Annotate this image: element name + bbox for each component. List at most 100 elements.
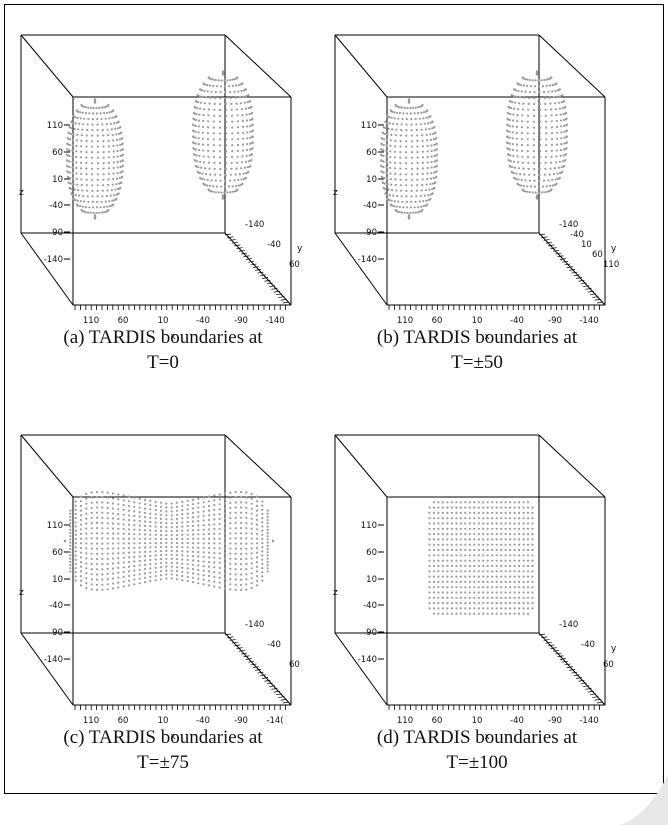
box-edge [224, 232, 292, 306]
data-point [199, 160, 202, 163]
data-point [208, 102, 211, 105]
data-point [111, 497, 115, 500]
data-point [78, 194, 81, 197]
data-point [239, 527, 243, 530]
data-point [191, 533, 195, 536]
data-point [66, 148, 69, 151]
data-point [218, 150, 221, 153]
data-point [464, 543, 467, 546]
data-point [170, 569, 173, 572]
data-point [526, 84, 529, 87]
data-point [477, 591, 480, 594]
data-point [207, 518, 211, 522]
data-point [90, 522, 93, 525]
data-point [186, 567, 189, 570]
data-point [208, 184, 211, 187]
data-point [85, 497, 88, 500]
box-edge [538, 632, 606, 706]
data-point [119, 160, 122, 163]
data-point [396, 194, 399, 198]
data-point [79, 551, 83, 554]
data-point [234, 568, 237, 571]
data-point [415, 123, 418, 126]
data-point [207, 565, 211, 568]
x-tick-label: 60 [118, 316, 129, 326]
data-point [236, 149, 239, 152]
data-point [549, 84, 552, 87]
data-point [197, 497, 200, 500]
data-point [202, 574, 205, 577]
data-point [229, 527, 232, 530]
data-point [526, 586, 530, 589]
data-point [441, 580, 444, 583]
data-point [247, 160, 250, 163]
data-point [122, 537, 125, 540]
data-point [543, 173, 546, 176]
z-tick-label: 60 [366, 548, 377, 558]
data-point [66, 170, 69, 173]
data-point [100, 117, 103, 120]
data-point [149, 563, 152, 566]
data-point [239, 491, 243, 494]
data-point [393, 167, 397, 170]
data-point [564, 159, 567, 162]
data-point [406, 206, 409, 209]
data-point [186, 525, 189, 528]
data-point [473, 533, 476, 536]
data-point [509, 602, 512, 605]
data-point [491, 517, 494, 520]
data-point [261, 525, 264, 528]
data-point [165, 514, 168, 517]
data-point [106, 506, 109, 510]
data-point [450, 591, 453, 594]
data-point [556, 172, 559, 175]
data-point [245, 562, 248, 566]
data-point [459, 501, 462, 504]
data-point [122, 561, 125, 564]
data-point [511, 137, 514, 140]
data-point [486, 543, 489, 546]
data-point [181, 529, 184, 532]
data-point [212, 132, 215, 135]
data-point [464, 548, 467, 552]
data-point [405, 173, 408, 176]
data-point [431, 120, 434, 123]
data-point [522, 607, 525, 610]
data-point [532, 108, 536, 111]
data-point [239, 521, 243, 525]
data-point [250, 542, 253, 545]
data-point [441, 602, 444, 605]
data-point [112, 178, 115, 181]
data-point [230, 108, 233, 111]
y-minor-tick [562, 660, 569, 663]
data-point [229, 512, 232, 515]
data-point [241, 114, 244, 117]
data-point [197, 137, 200, 140]
data-point [416, 167, 419, 170]
data-point [201, 89, 204, 92]
data-point [159, 529, 163, 532]
data-point [249, 142, 252, 145]
data-point [432, 612, 436, 615]
data-point [206, 178, 209, 182]
data-point [500, 607, 503, 610]
data-point [101, 527, 104, 530]
data-point [410, 200, 413, 203]
data-point [101, 568, 104, 571]
data-point [201, 125, 205, 128]
data-point [202, 119, 205, 123]
data-point [121, 148, 124, 151]
data-point [236, 138, 240, 141]
data-point [69, 512, 72, 515]
data-point [106, 537, 109, 540]
data-point [495, 527, 498, 530]
data-point [428, 543, 431, 546]
data-point [491, 612, 494, 615]
data-point [239, 552, 243, 555]
data-point [223, 512, 227, 515]
data-point [500, 538, 503, 541]
x-tick-label: -90 [234, 716, 248, 726]
data-point [88, 112, 91, 115]
data-point [477, 586, 480, 589]
y-minor-tick [227, 236, 234, 239]
